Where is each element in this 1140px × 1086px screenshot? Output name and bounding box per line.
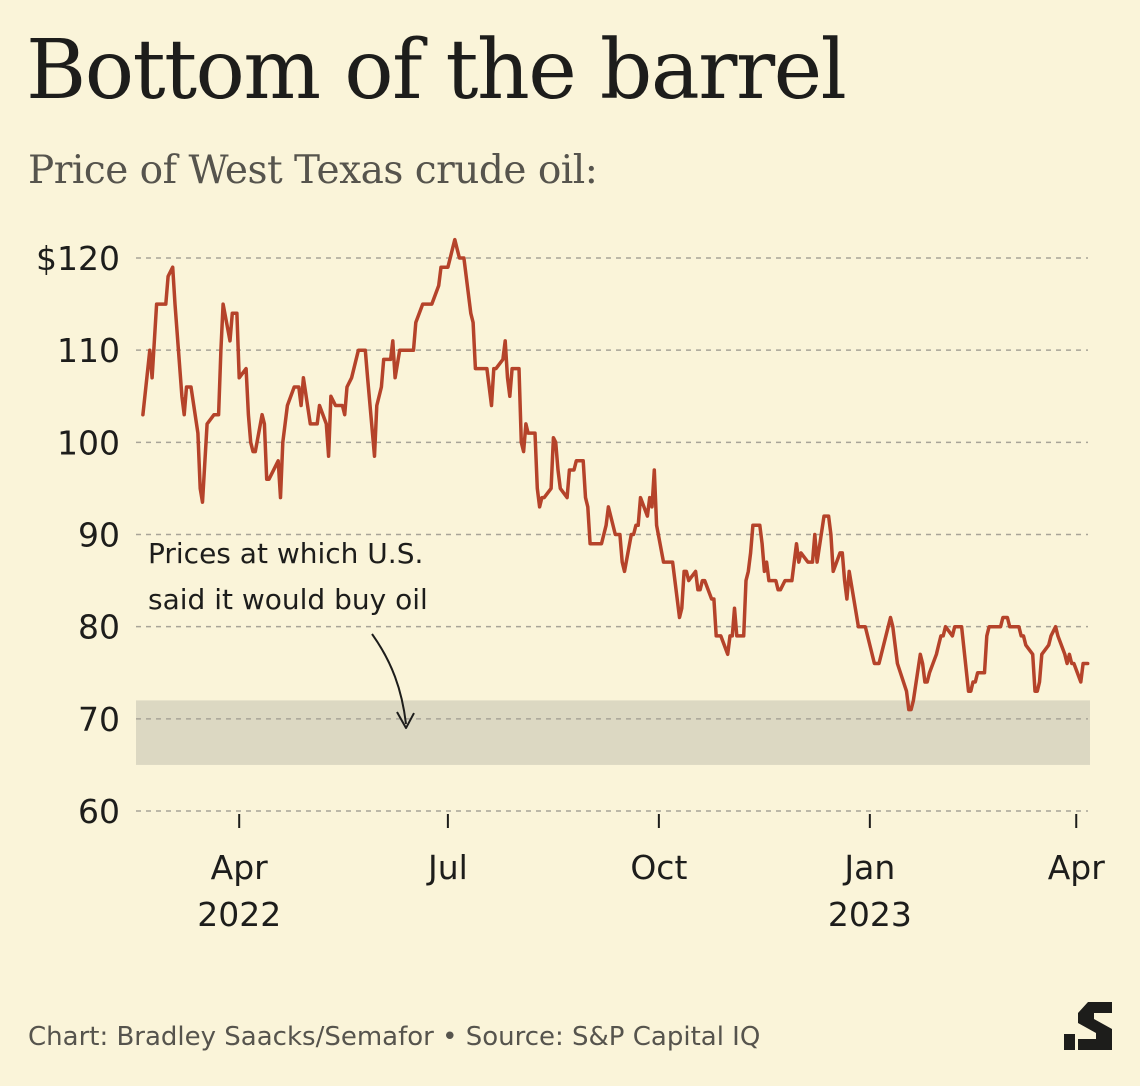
chart-subtitle: Price of West Texas crude oil: — [28, 148, 598, 193]
oil-price-line — [141, 237, 1090, 712]
x-tick-label: Jul — [426, 848, 468, 887]
y-tick-label: 100 — [57, 423, 120, 462]
x-tick-year-label: 2022 — [197, 895, 281, 934]
x-tick-year-label: 2023 — [828, 895, 912, 934]
y-tick-label: 70 — [78, 700, 120, 739]
y-tick-label: $120 — [36, 239, 120, 278]
annotation-arrow — [371, 633, 407, 725]
y-tick-label: 80 — [78, 608, 120, 647]
chart-title: Bottom of the barrel — [26, 23, 847, 118]
semafor-s-logo-icon — [1064, 1002, 1112, 1050]
annotation-text: said it would buy oil — [148, 583, 428, 616]
annotation-text: Prices at which U.S. — [148, 537, 423, 570]
chart-credit: Chart: Bradley Saacks/Semafor • Source: … — [28, 1022, 761, 1052]
x-tick-label: Oct — [630, 848, 687, 887]
x-tick-label: Apr — [211, 848, 269, 887]
annotation-arrowhead — [396, 711, 415, 730]
x-tick-label: Jan — [842, 848, 895, 887]
x-tick-label: Apr — [1048, 848, 1106, 887]
line-chart: $120 110 100 90 80 70 60 Apr 2022 Jul Oct Jan 2023 A… — [36, 237, 1106, 934]
y-tick-label: 90 — [78, 516, 120, 555]
buy-price-band — [136, 700, 1090, 765]
y-tick-label: 60 — [78, 792, 120, 831]
y-tick-label: 110 — [57, 331, 120, 370]
